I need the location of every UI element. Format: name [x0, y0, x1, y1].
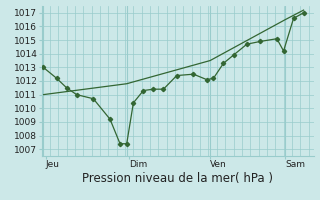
X-axis label: Pression niveau de la mer( hPa ): Pression niveau de la mer( hPa ) [82, 172, 273, 185]
